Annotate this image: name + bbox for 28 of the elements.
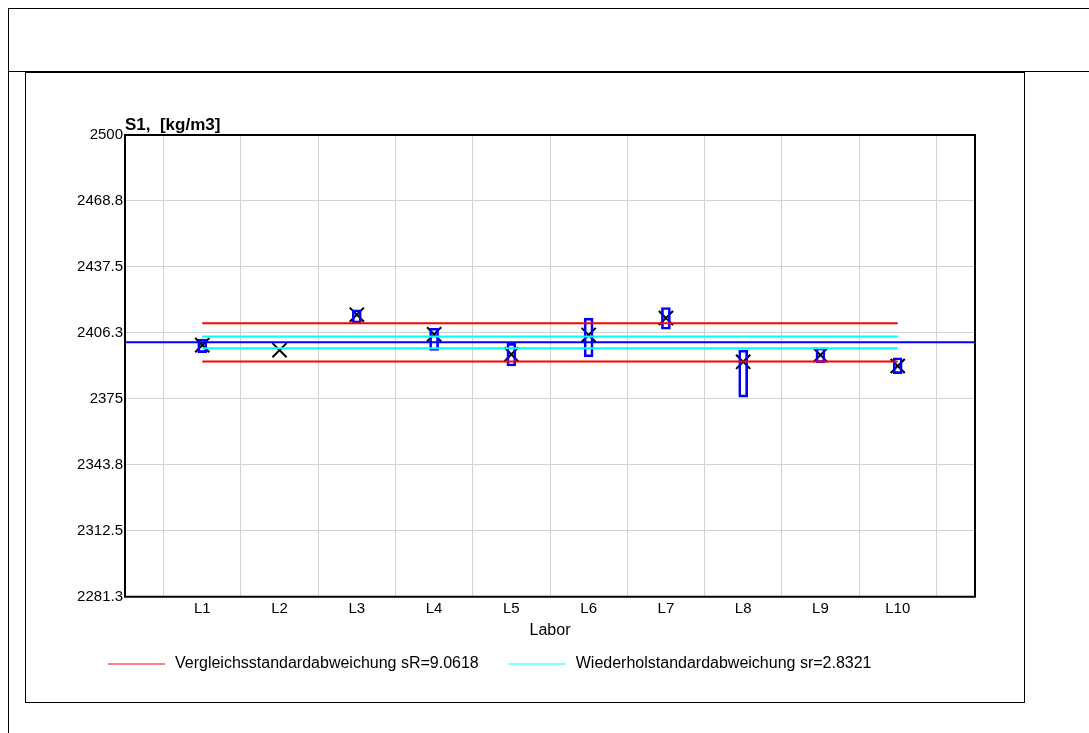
x-axis-title: Labor	[529, 620, 572, 638]
point	[271, 342, 288, 359]
x-tick-label: L7	[657, 598, 675, 616]
legend-label: Wiederholstandardabweichung sr=2.8321	[575, 654, 872, 672]
x-tick-label: L8	[734, 598, 752, 616]
x-tick-label: L4	[425, 598, 443, 616]
point	[503, 346, 520, 363]
y-tick-label: 2375	[89, 389, 123, 407]
point	[657, 310, 674, 327]
y-tick-label: 2312.5	[77, 521, 123, 539]
y-tick-label: 2343.8	[77, 454, 123, 472]
point	[580, 326, 597, 344]
x-tick-label: L3	[348, 598, 366, 616]
chart-title: S1, [kg/m3]	[125, 115, 221, 135]
x-tick-label: L1	[193, 598, 211, 616]
x-tick-label: L9	[812, 598, 829, 616]
legend-label: Vergleichsstandardabweichung sR=9.0618	[175, 654, 479, 672]
y-tick-label: 2406.3	[77, 322, 123, 340]
x-tick-label: L10	[885, 598, 911, 616]
x-tick-label: L6	[580, 598, 597, 616]
y-tick-label: 2500	[89, 125, 123, 143]
x-tick-label: L5	[503, 598, 520, 616]
x-tick-label: L2	[271, 598, 288, 616]
y-tick-label: 2437.5	[77, 257, 123, 275]
y-tick-label: 2281.3	[77, 586, 123, 604]
point	[735, 353, 752, 370]
point	[426, 326, 443, 343]
y-tick-label: 2468.8	[77, 191, 123, 209]
